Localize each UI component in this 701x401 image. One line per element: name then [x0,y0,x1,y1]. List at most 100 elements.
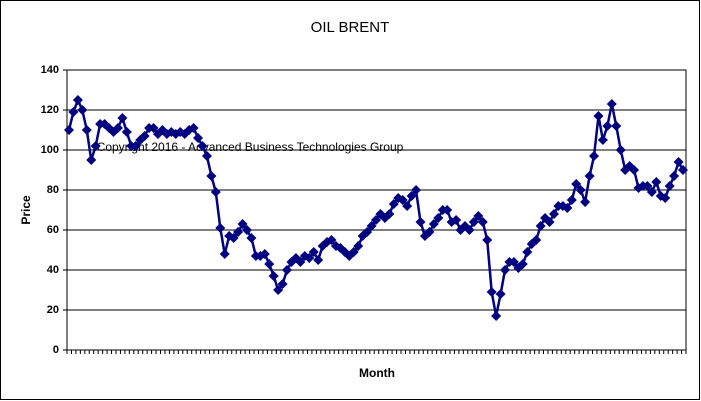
data-point [678,165,688,175]
y-tick-label: 80 [47,184,59,196]
data-point [629,165,640,175]
data-point [406,191,417,201]
data-point [597,135,608,145]
data-point [566,195,577,205]
data-point [68,107,79,117]
data-point [308,247,319,257]
data-point [241,225,252,235]
data-point [384,209,395,219]
data-point [477,217,488,227]
data-point [611,121,622,131]
data-point [246,233,257,243]
data-point [201,151,212,161]
data-point [112,123,123,133]
data-point [188,123,199,133]
data-point [669,171,680,181]
data-point [468,217,479,227]
data-point [228,233,239,243]
data-point [580,197,591,207]
data-point [313,255,324,265]
data-point [615,145,626,155]
data-point [508,257,519,267]
data-point [277,279,288,289]
data-point [219,249,230,259]
y-tick-label: 0 [53,344,59,356]
data-point [362,227,373,237]
y-tick-label: 100 [41,144,59,156]
data-point [193,133,204,143]
data-point [646,187,657,197]
data-point [495,289,506,299]
data-point [130,141,141,151]
data-point [366,221,377,231]
data-point [210,187,221,197]
data-point [517,259,528,269]
data-point [388,199,399,209]
data-point [353,241,364,251]
data-point [593,111,604,121]
data-point [139,131,150,141]
data-point [121,127,132,137]
data-point [500,265,511,275]
data-point [233,227,244,237]
chart-title: OIL BRENT [311,19,390,36]
y-tick-label: 140 [41,64,59,76]
data-point [606,99,617,109]
data-point [442,205,453,215]
data-point [651,177,662,187]
data-point [428,219,439,229]
data-point [72,95,83,105]
data-point [486,287,497,297]
data-point [411,185,422,195]
data-point [451,215,462,225]
data-point [660,193,671,203]
data-point [535,221,546,231]
data-point [491,311,502,321]
data-point [86,155,97,165]
data-point [90,141,101,151]
data-point [424,227,435,237]
plot-area [66,69,687,351]
data-point [348,247,359,257]
data-point [117,113,128,123]
y-tick-label: 60 [47,224,59,236]
data-point [548,209,559,219]
data-point [584,171,595,181]
data-point [295,257,306,267]
y-tick-label: 40 [47,264,59,276]
data-point [77,105,88,115]
y-tick-label: 120 [41,104,59,116]
data-point [673,157,684,167]
data-point [397,195,408,205]
data-point [589,151,600,161]
data-point [273,285,284,295]
data-point [148,123,159,133]
data-point [531,235,542,245]
data-point [473,211,484,221]
x-axis-label: Month [359,366,395,380]
data-point [206,171,217,181]
data-point [81,125,92,135]
data-point [482,235,493,245]
y-axis-label: Price [19,195,33,225]
data-point [326,235,337,245]
data-point [264,259,275,269]
y-tick-label: 20 [47,304,59,316]
data-point [268,271,279,281]
data-point [522,247,533,257]
data-point [544,217,555,227]
data-point [215,223,226,233]
data-point [402,201,413,211]
data-point [433,213,444,223]
data-point [642,181,653,191]
data-point [304,253,315,263]
data-point [64,125,74,135]
data-point [415,217,426,227]
data-point [282,265,293,275]
data-point [259,249,270,259]
data-point [575,185,586,195]
data-point [371,215,381,225]
data-point [464,225,475,235]
data-point [237,219,248,229]
